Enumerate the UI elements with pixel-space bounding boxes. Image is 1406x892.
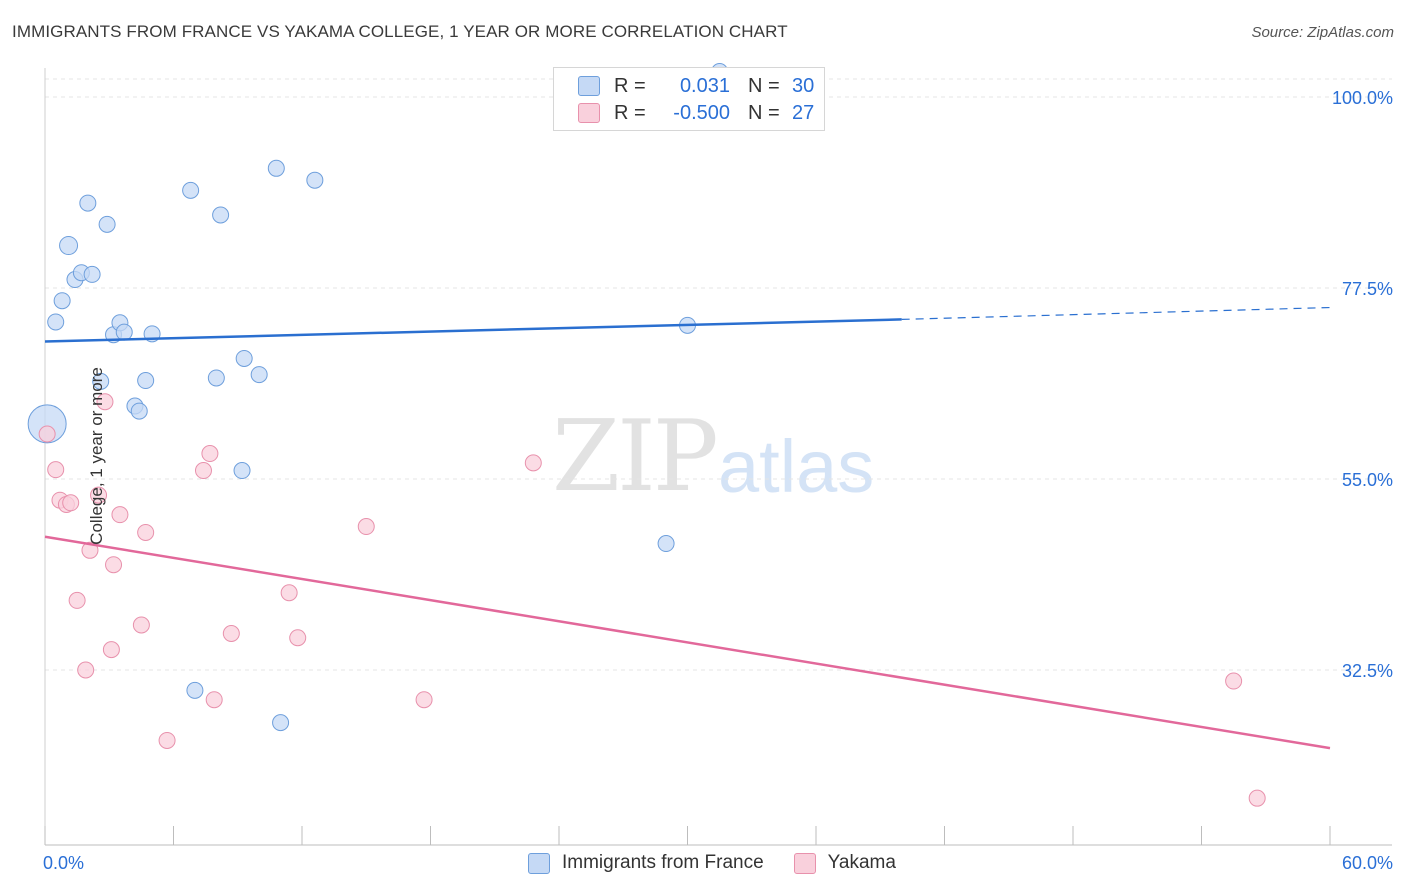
legend-n-label: N = xyxy=(748,74,780,97)
data-point-yakama xyxy=(222,624,240,642)
data-point-france xyxy=(272,714,290,732)
legend-r-label: R = xyxy=(614,101,646,124)
data-point-france xyxy=(79,194,97,212)
legend-row-france: R = 0.031 N = 30 xyxy=(578,74,814,98)
legend-n-value: 30 xyxy=(792,74,815,97)
legend-swatch-blue xyxy=(578,76,600,96)
data-point-yakama xyxy=(96,393,114,411)
data-point-yakama xyxy=(524,454,542,472)
legend-swatch-pink xyxy=(578,103,600,123)
data-point-france xyxy=(137,372,155,390)
x-tick-label-max: 60.0% xyxy=(1342,853,1393,873)
data-point-yakama xyxy=(111,506,129,524)
watermark-atlas: atlas xyxy=(718,425,875,508)
data-point-france xyxy=(250,366,268,384)
legend-n-value: 27 xyxy=(792,101,815,124)
source-credit: Source: ZipAtlas.com xyxy=(1251,24,1394,41)
data-point-france xyxy=(115,323,133,341)
data-point-france xyxy=(657,535,675,553)
y-axis-label: College, 1 year or more xyxy=(86,367,106,545)
data-point-yakama xyxy=(77,661,95,679)
legend-r-value: -0.500 xyxy=(673,101,730,124)
series-legend: Immigrants from France Yakama xyxy=(528,852,896,874)
data-point-yakama xyxy=(81,541,99,559)
data-point-yakama xyxy=(137,523,155,541)
legend-r-value: 0.031 xyxy=(679,74,730,97)
legend-swatch-france xyxy=(528,852,550,874)
data-point-france xyxy=(83,265,101,283)
data-point-yakama xyxy=(415,691,433,709)
data-point-yakama xyxy=(289,629,307,647)
data-point-france xyxy=(53,292,71,310)
data-point-france xyxy=(267,159,285,177)
legend-label-france: Immigrants from France xyxy=(562,852,764,873)
data-point-yakama xyxy=(90,486,108,504)
chart-title: IMMIGRANTS FROM FRANCE VS YAKAMA COLLEGE… xyxy=(12,22,788,41)
legend-row-yakama: R = -0.500 N = 27 xyxy=(578,101,814,125)
data-point-france xyxy=(47,313,65,331)
data-point-france xyxy=(98,215,116,233)
legend-label-yakama: Yakama xyxy=(827,852,896,873)
data-point-france xyxy=(235,349,253,367)
data-point-france xyxy=(182,181,200,199)
data-point-yakama xyxy=(47,461,65,479)
legend-swatch-yakama xyxy=(793,852,816,874)
data-point-yakama xyxy=(357,518,375,536)
correlation-legend: R = 0.031 N = 30 R = -0.500 N = 27 xyxy=(553,67,825,131)
legend-n-label: N = xyxy=(748,101,780,124)
data-point-france xyxy=(212,206,230,224)
data-point-france xyxy=(92,372,110,390)
data-point-france xyxy=(186,681,204,699)
trendline-france xyxy=(44,318,902,343)
legend-r-label: R = xyxy=(614,74,646,97)
data-point-yakama xyxy=(1248,789,1266,807)
data-point-yakama xyxy=(102,641,120,659)
x-tick-label-min: 0.0% xyxy=(43,853,84,873)
y-tick-label: 32.5% xyxy=(1342,661,1393,681)
data-point-france xyxy=(306,171,324,189)
trendline-yakama xyxy=(44,535,1331,750)
data-point-yakama xyxy=(38,425,56,443)
data-point-yakama xyxy=(132,616,150,634)
data-point-yakama xyxy=(1225,672,1243,690)
data-point-yakama xyxy=(194,462,212,480)
data-point-yakama xyxy=(280,584,298,602)
y-tick-label: 55.0% xyxy=(1342,470,1393,490)
data-point-yakama xyxy=(205,691,223,709)
data-point-yakama xyxy=(62,494,80,512)
data-point-france xyxy=(59,236,79,256)
data-point-yakama xyxy=(105,556,123,574)
data-point-france xyxy=(207,369,225,387)
data-point-yakama xyxy=(158,731,176,749)
y-tick-label: 77.5% xyxy=(1342,279,1393,299)
trendline-france-extension xyxy=(901,306,1331,321)
y-tick-label: 100.0% xyxy=(1332,88,1393,108)
data-point-france xyxy=(130,402,148,420)
data-point-france xyxy=(233,462,251,480)
watermark-zip: ZIP xyxy=(552,400,719,514)
data-point-yakama xyxy=(201,445,219,463)
data-point-france xyxy=(27,404,67,444)
data-point-yakama xyxy=(68,591,86,609)
